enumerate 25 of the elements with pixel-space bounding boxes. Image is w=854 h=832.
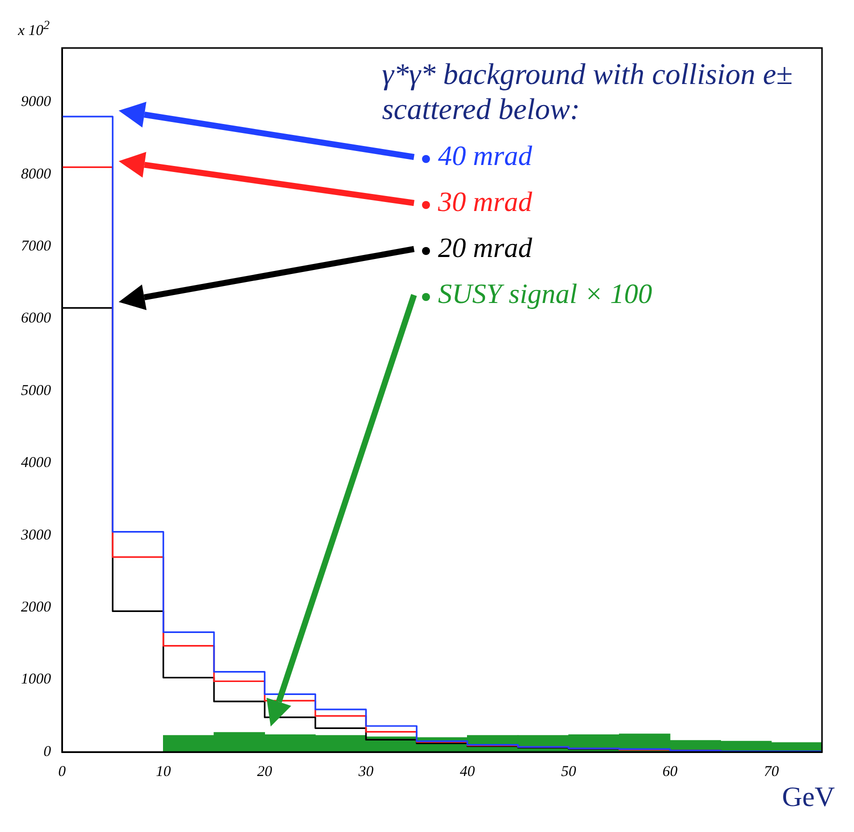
x-tick-label: 40 [460, 764, 476, 780]
legend-title: γ*γ* background with collision e± scattered below: [382, 58, 794, 127]
y-tick-label: 9000 [21, 94, 52, 110]
x-tick-label: 70 [764, 764, 780, 780]
x-tick-label: 0 [58, 764, 66, 780]
text: x 10$^{2}$ [18, 18, 50, 40]
x-tick-label: 10 [156, 764, 172, 780]
y-tick-label: 1000 [21, 672, 52, 688]
legend-label: 30 mrad [437, 187, 532, 219]
y-tick-label: 4000 [21, 455, 52, 472]
y-tick-label: 6000 [21, 310, 52, 327]
legend-label: SUSY signal × 100 [437, 279, 652, 311]
y-tick-label: 3000 [20, 527, 52, 544]
x-tick-label: 50 [561, 764, 577, 780]
y-tick-label: 2000 [21, 600, 52, 616]
y-tick-label: 0 [44, 744, 52, 760]
legend-label: 20 mrad [437, 233, 532, 265]
y-tick-label: 7000 [21, 238, 52, 254]
x-tick-label: 20 [257, 764, 273, 780]
y-tick-label: 8000 [21, 166, 52, 182]
y-tick-label: 5000 [21, 382, 52, 399]
x-tick-label: 30 [358, 764, 374, 780]
x-axis-title: GeV [782, 782, 835, 814]
x-tick-label: 60 [662, 764, 678, 780]
legend-label: 40 mrad [437, 141, 532, 173]
